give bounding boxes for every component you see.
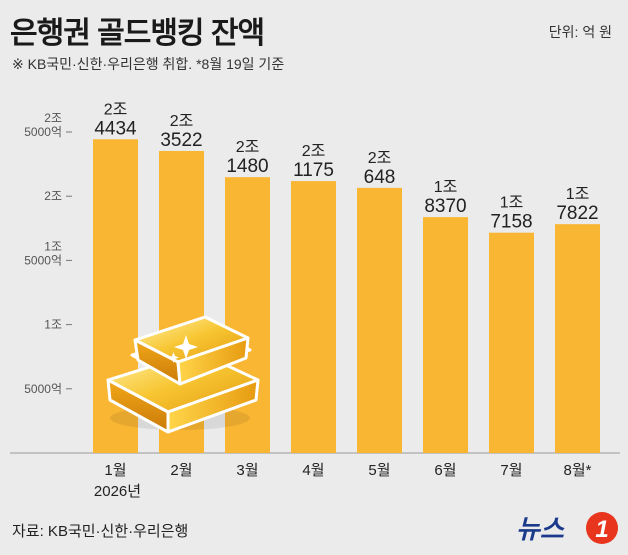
news1-logo: 뉴스 1 bbox=[514, 508, 624, 548]
bar bbox=[423, 217, 468, 453]
data-label-top: 2조 bbox=[170, 113, 194, 130]
y-tick-label: 5000억 bbox=[24, 253, 62, 267]
gold-bars-illustration bbox=[106, 315, 260, 434]
data-label-bottom: 1175 bbox=[293, 160, 334, 181]
data-label-top: 2조 bbox=[236, 139, 260, 156]
data-label-top: 2조 bbox=[104, 101, 128, 118]
data-label-top: 2조 bbox=[302, 143, 326, 160]
data-label-top: 1조 bbox=[566, 186, 590, 203]
year-label: 2026년 bbox=[94, 483, 141, 500]
data-label-top: 1조 bbox=[434, 179, 458, 196]
data-label-bottom: 3522 bbox=[160, 130, 202, 151]
unit-label: 단위: 억 원 bbox=[548, 24, 612, 40]
y-tick-label: 5000억 bbox=[24, 125, 62, 139]
data-label-top: 2조 bbox=[368, 150, 392, 167]
y-tick-label: 1조 bbox=[44, 239, 62, 253]
x-tick-label: 2월 bbox=[170, 462, 192, 479]
x-tick-label: 3월 bbox=[236, 462, 258, 479]
x-tick-label: 8월* bbox=[564, 462, 592, 479]
data-label-top: 1조 bbox=[500, 195, 524, 212]
data-label-bottom: 4434 bbox=[94, 118, 137, 139]
bar bbox=[291, 181, 336, 453]
svg-text:뉴스: 뉴스 bbox=[516, 514, 565, 544]
y-tick-label: 2조 bbox=[44, 111, 62, 125]
bar bbox=[489, 232, 534, 453]
bar bbox=[555, 224, 600, 453]
data-label-bottom: 8370 bbox=[424, 196, 466, 217]
data-label-bottom: 7822 bbox=[556, 203, 598, 224]
y-tick-label: 5000억 bbox=[24, 382, 62, 396]
data-label-bottom: 7158 bbox=[490, 212, 532, 233]
footnote: ※ KB국민·신한·우리은행 취합. *8월 19일 기준 bbox=[12, 56, 285, 72]
source-label: 자료: KB국민·신한·우리은행 bbox=[12, 523, 189, 540]
bar bbox=[357, 187, 402, 453]
data-label-bottom: 1480 bbox=[226, 156, 268, 177]
x-tick-label: 1월 bbox=[104, 462, 126, 479]
svg-text:1: 1 bbox=[595, 516, 608, 543]
data-label-bottom: 648 bbox=[364, 167, 396, 188]
page-title: 은행권 골드뱅킹 잔액 bbox=[10, 17, 265, 50]
x-tick-label: 5월 bbox=[368, 462, 390, 479]
x-tick-label: 4월 bbox=[302, 462, 324, 479]
x-tick-label: 7월 bbox=[500, 462, 522, 479]
y-tick-label: 1조 bbox=[44, 318, 62, 332]
y-tick-label: 2조 bbox=[44, 189, 62, 203]
x-tick-label: 6월 bbox=[434, 462, 456, 479]
